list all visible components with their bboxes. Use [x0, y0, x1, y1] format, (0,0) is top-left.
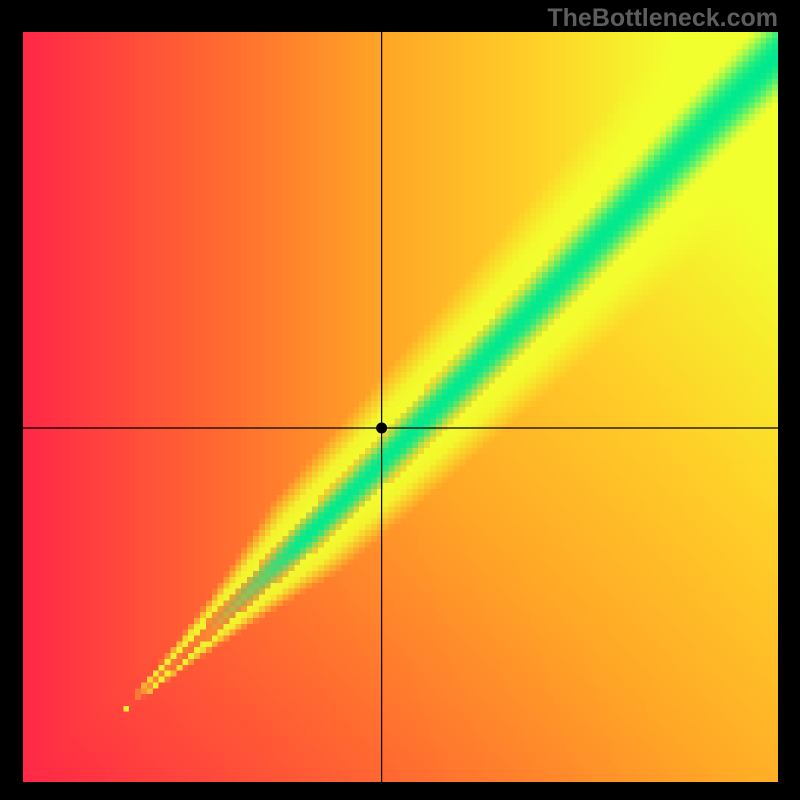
chart-container: TheBottleneck.com	[0, 0, 800, 800]
bottleneck-heatmap	[23, 32, 778, 782]
watermark-text: TheBottleneck.com	[547, 4, 778, 33]
